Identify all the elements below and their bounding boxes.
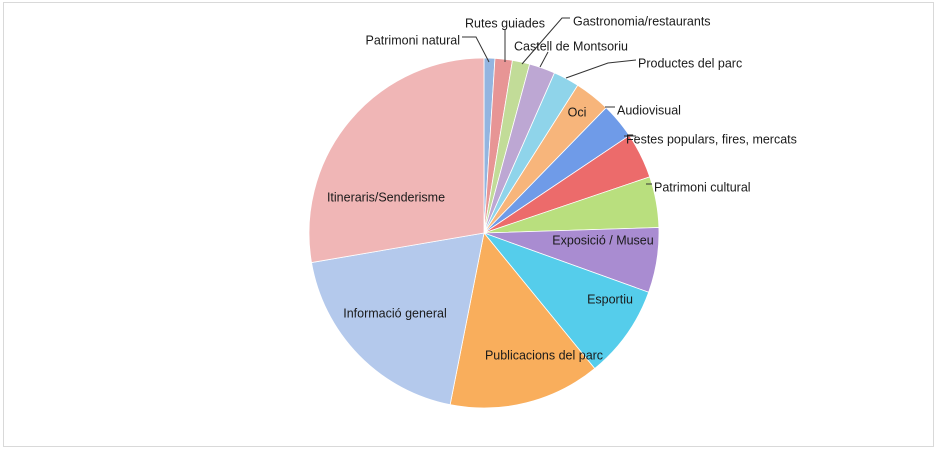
pie-slices — [308, 57, 660, 409]
slice-label-oci: Oci — [568, 105, 587, 119]
slice-label-productes-del-parc: Productes del parc — [638, 56, 742, 70]
slice-label-exposicio-museu: Exposició / Museu — [552, 233, 653, 247]
slice-label-itineraris-senderisme: Itineraris/Senderisme — [327, 190, 445, 204]
slice-label-patrimoni-natural: Patrimoni natural — [366, 33, 461, 47]
leader-line-gastronomia-restaurants — [521, 17, 570, 65]
slice-label-rutes-guiades: Rutes guiades — [465, 16, 545, 30]
slice-label-festes-populars-fires-mercats: Festes populars, fires, mercats — [626, 132, 797, 146]
slice-label-gastronomia-restaurants: Gastronomia/restaurants — [573, 14, 711, 28]
slice-label-publicacions-del-parc: Publicacions del parc — [485, 348, 603, 362]
pie-slice-itineraris-senderisme — [308, 57, 485, 264]
leader-line-patrimoni-natural — [462, 36, 490, 63]
pie-slice-publicacions-del-parc — [449, 232, 596, 409]
slice-label-audiovisual: Audiovisual — [617, 103, 681, 117]
leader-line-productes-del-parc — [565, 59, 637, 79]
leader-lines — [462, 17, 652, 185]
slice-label-informacio-general: Informació general — [343, 306, 447, 320]
pie-slice-informacio-general — [311, 232, 485, 406]
pie-slice-esportiu — [482, 232, 650, 370]
slice-labels: Patrimoni natural Rutes guiades Gastronomi… — [327, 14, 797, 362]
slice-label-castell-de-montsoriu: Castell de Montsoriu — [514, 39, 628, 53]
slice-label-patrimoni-cultural: Patrimoni cultural — [654, 180, 751, 194]
leader-line-castell-de-montsoriu — [539, 51, 549, 68]
slice-label-esportiu: Esportiu — [587, 292, 633, 306]
